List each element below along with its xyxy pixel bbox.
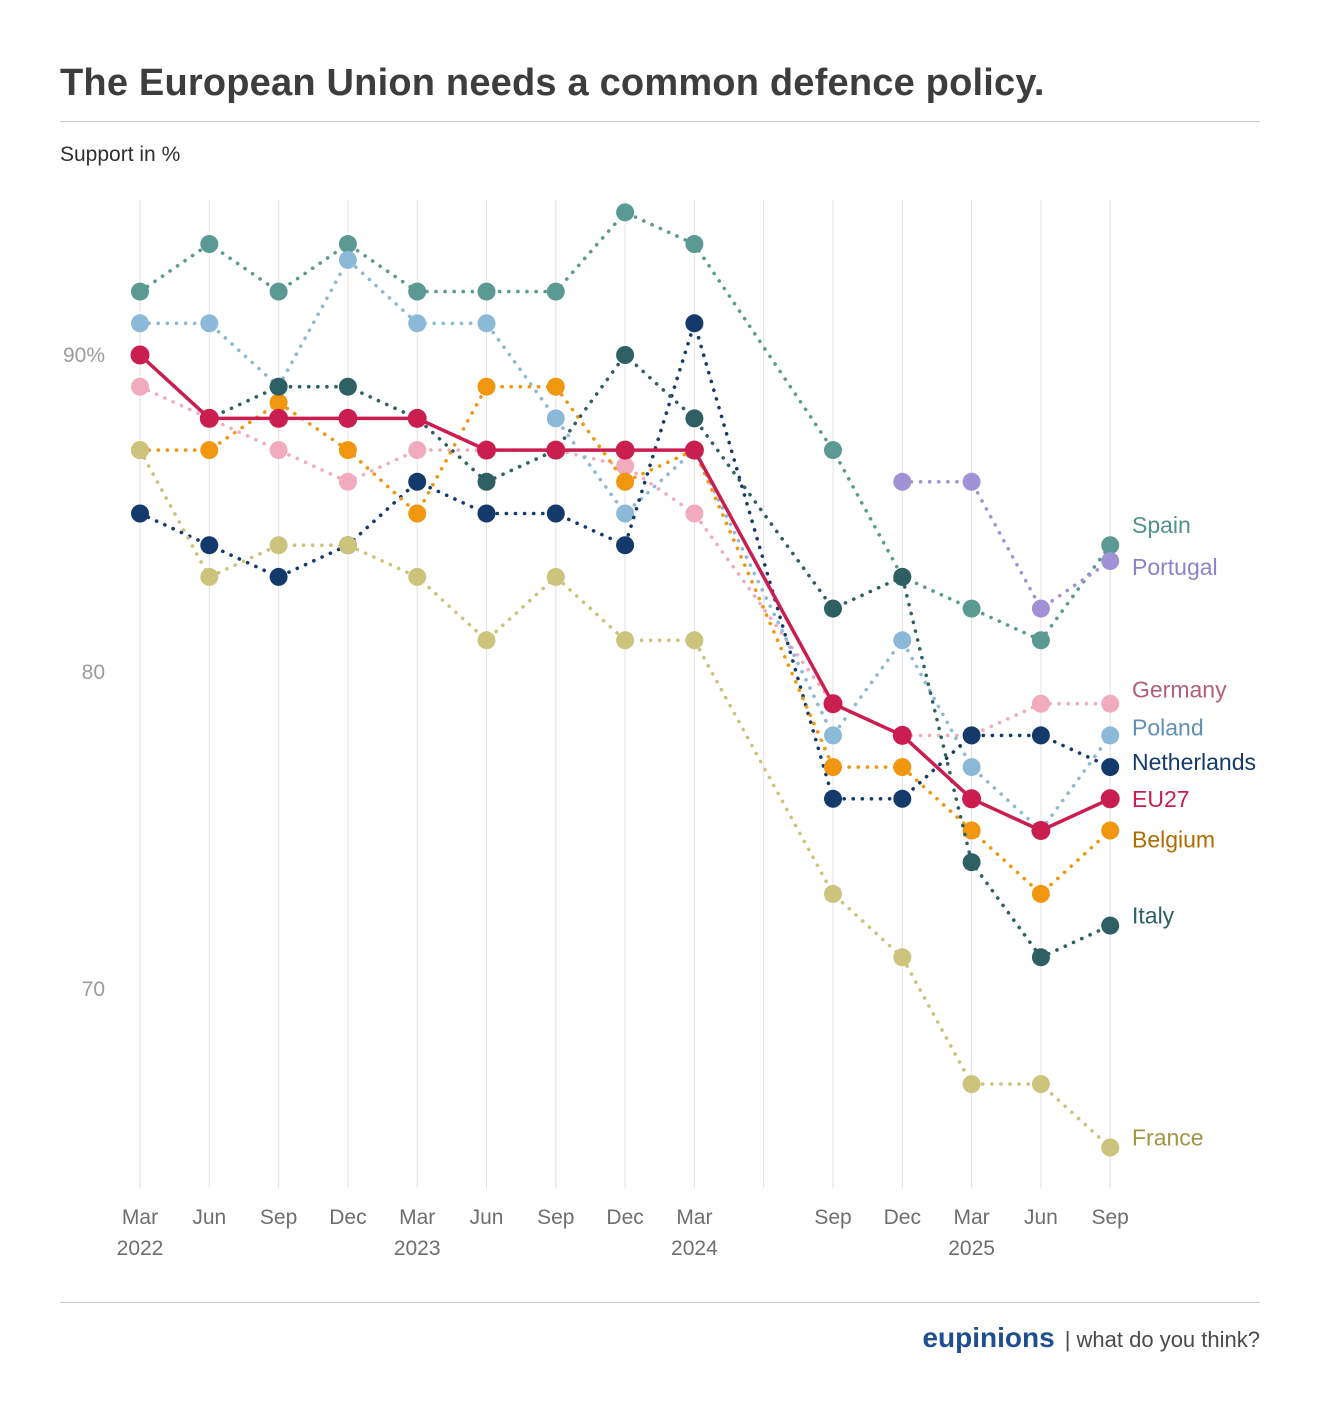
series-label-spain: Spain <box>1132 512 1191 538</box>
svg-text:Sep: Sep <box>814 1206 851 1229</box>
series-label-netherlands: Netherlands <box>1132 749 1256 775</box>
series-spain: Spain <box>131 203 1191 650</box>
svg-text:Sep: Sep <box>260 1206 297 1229</box>
gridlines <box>139 200 1111 1188</box>
series-label-france: France <box>1132 1125 1204 1151</box>
series-eu27: EU27 <box>130 345 1190 840</box>
svg-text:Sep: Sep <box>1092 1206 1129 1229</box>
series-label-portugal: Portugal <box>1132 554 1218 580</box>
svg-text:Jun: Jun <box>1024 1206 1058 1229</box>
series-poland: Poland <box>131 250 1204 840</box>
x-axis-labels: Mar 2022 Jun Sep Dec Mar 2023 Jun Sep Dec Mar 2024 S… <box>117 1206 1129 1260</box>
eupinions-logo[interactable]: eupinions <box>922 1322 1055 1353</box>
svg-text:Dec: Dec <box>606 1206 643 1229</box>
svg-text:2024: 2024 <box>671 1237 718 1260</box>
svg-text:2023: 2023 <box>394 1237 441 1260</box>
svg-text:70: 70 <box>82 978 105 1001</box>
svg-text:Jun: Jun <box>192 1206 226 1229</box>
series-label-poland: Poland <box>1132 714 1204 740</box>
svg-text:Sep: Sep <box>537 1206 574 1229</box>
series-portugal: Portugal <box>893 472 1218 618</box>
svg-text:Mar: Mar <box>676 1206 712 1229</box>
series-france: France <box>131 441 1204 1157</box>
footer-tagline: | what do you think? <box>1064 1327 1260 1352</box>
svg-text:2025: 2025 <box>948 1237 995 1260</box>
series-label-italy: Italy <box>1132 903 1175 929</box>
svg-text:80: 80 <box>82 661 105 684</box>
series-label-eu27: EU27 <box>1132 786 1190 812</box>
svg-text:Dec: Dec <box>329 1206 366 1229</box>
series-label-belgium: Belgium <box>1132 827 1215 853</box>
series-netherlands: Netherlands <box>131 314 1256 808</box>
y-axis-labels: 90% 80 70 <box>63 344 105 1001</box>
svg-text:Mar: Mar <box>954 1206 990 1229</box>
chart-title: The European Union needs a common defenc… <box>60 62 1045 104</box>
svg-text:2022: 2022 <box>117 1237 164 1260</box>
y-axis-title: Support in % <box>60 143 181 166</box>
svg-text:Jun: Jun <box>470 1206 504 1229</box>
footer-divider <box>60 1302 1260 1303</box>
footer: eupinions | what do you think? <box>922 1322 1260 1354</box>
svg-text:Mar: Mar <box>122 1206 158 1229</box>
title-divider <box>60 121 1260 122</box>
svg-text:90%: 90% <box>63 344 105 367</box>
series-germany: Germany <box>131 377 1227 745</box>
series-label-germany: Germany <box>1132 677 1227 703</box>
svg-text:Dec: Dec <box>884 1206 921 1229</box>
svg-text:Mar: Mar <box>399 1206 435 1229</box>
